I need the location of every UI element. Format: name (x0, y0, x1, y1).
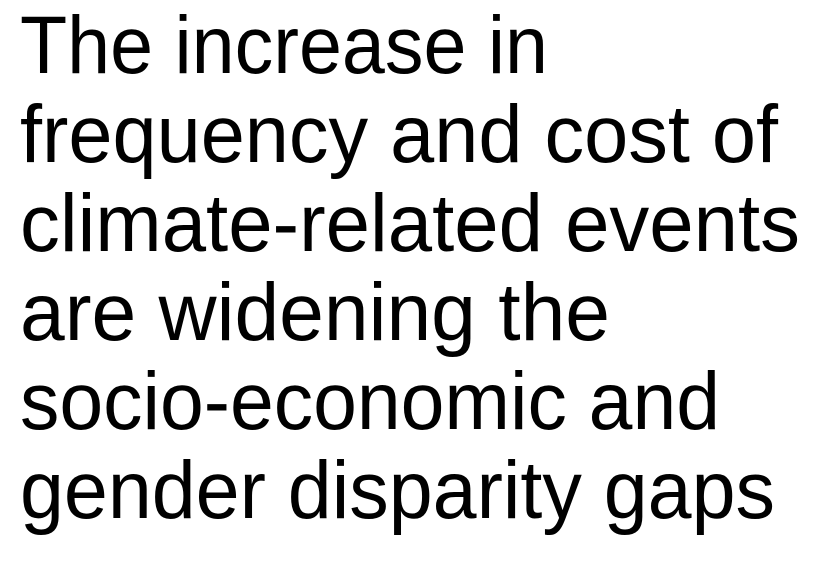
text-line: socio-economic and (20, 356, 720, 447)
text-line: frequency and cost of (20, 89, 778, 180)
text-line: The increase in (20, 0, 548, 91)
text-line: gender disparity gaps (20, 445, 775, 536)
text-line: are widening the (20, 267, 610, 358)
text-line: climate-related events (20, 178, 800, 269)
